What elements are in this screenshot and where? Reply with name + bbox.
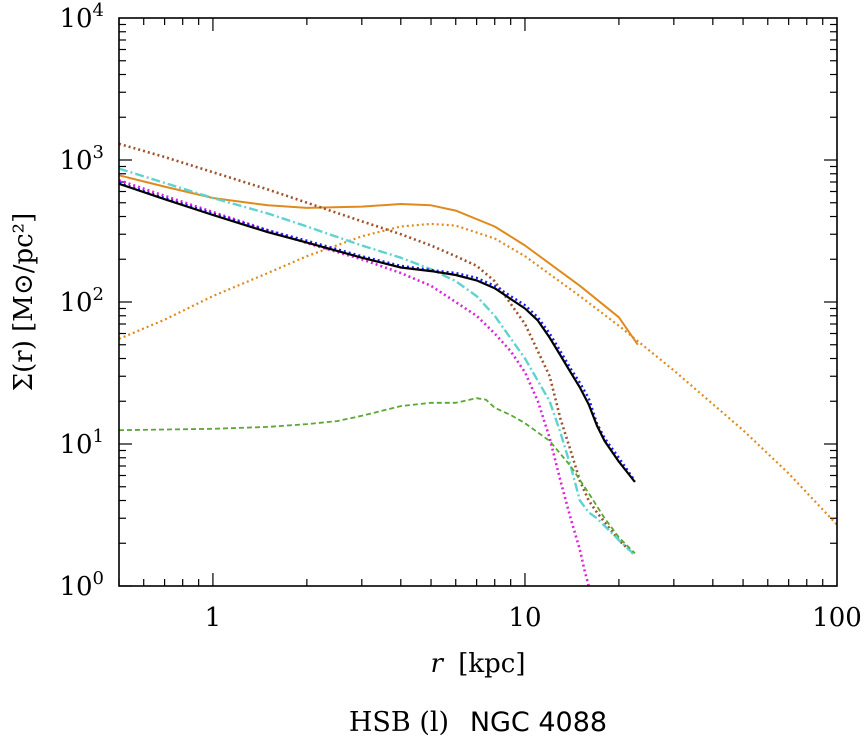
x-axis-variable: r: [431, 649, 445, 679]
y-tick-label: 104: [59, 0, 104, 34]
tick-labels: 1 10 100 100 101 102 103 104: [59, 0, 861, 633]
chart-title-galaxy: NGC 4088: [470, 707, 607, 738]
x-tick-label: 1: [205, 603, 222, 633]
series-line-2: [118, 174, 639, 346]
plot-frame: [118, 17, 838, 587]
series-line-3: [118, 142, 636, 557]
x-tick-label: 100: [812, 603, 862, 633]
chart-title-prefix: HSB (l): [349, 707, 449, 738]
axis-ticks: [118, 18, 837, 587]
x-axis-unit: [kpc]: [458, 649, 525, 679]
y-tick-label: 102: [59, 284, 104, 318]
x-axis-label: r [kpc]: [431, 649, 526, 679]
series-line-6: [118, 397, 636, 554]
series-line-4: [118, 167, 636, 556]
y-tick-label: 101: [59, 426, 104, 460]
chart-title: HSB (l) NGC 4088: [349, 707, 607, 738]
x-tick-label: 10: [508, 603, 541, 633]
y-tick-label: 103: [59, 142, 104, 176]
series-line-5: [118, 179, 590, 587]
y-axis-label: Σ(r) [M⊙/pc²]: [9, 213, 39, 391]
series-line-8: [118, 182, 636, 483]
series-line-1: [118, 222, 838, 526]
y-tick-label: 100: [59, 568, 104, 602]
series-layer: [118, 142, 838, 587]
